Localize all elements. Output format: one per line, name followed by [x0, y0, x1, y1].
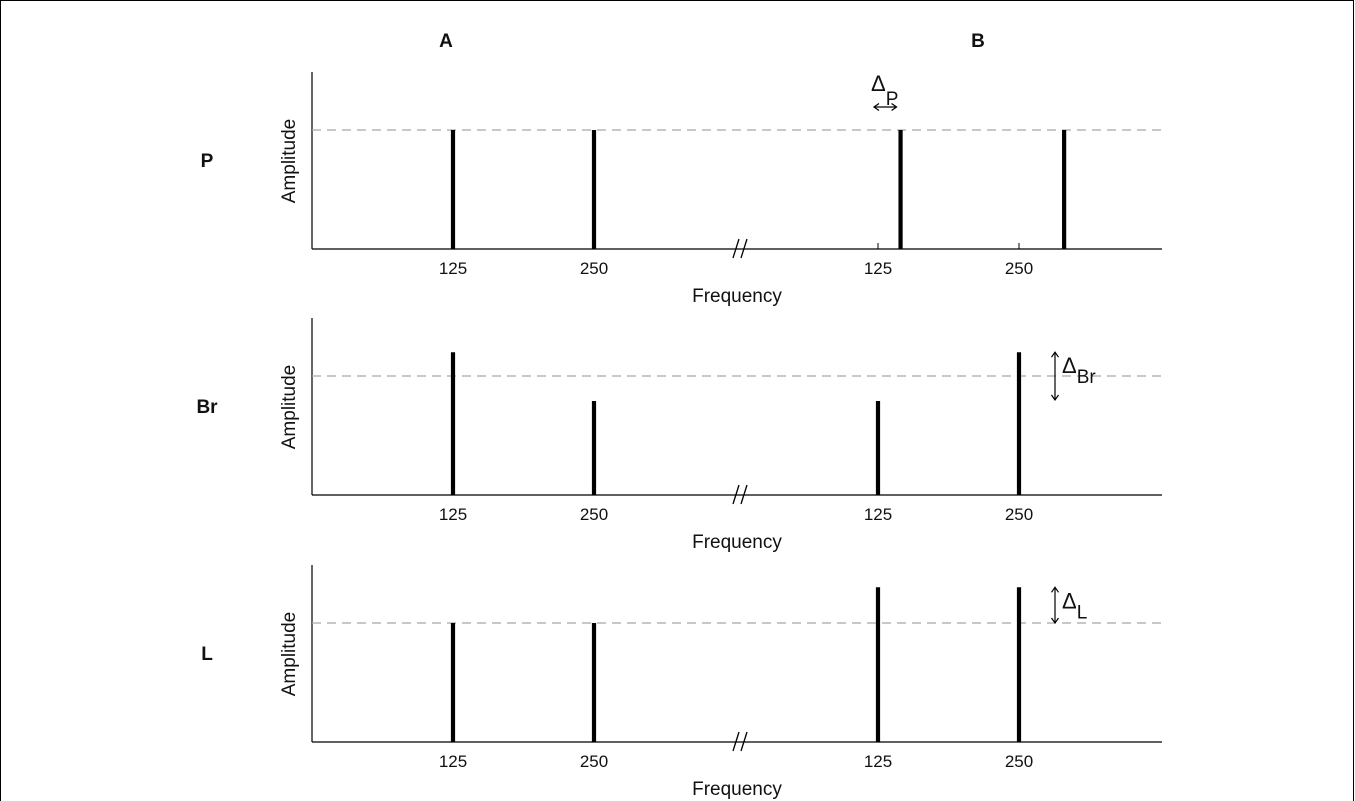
column-label-a: A: [439, 31, 453, 52]
y-axis-label: Amplitude: [279, 612, 300, 697]
panel-br: Br Amplitude 125 250 125 250 Frequency ΔBr: [196, 318, 1162, 553]
y-axis-label: Amplitude: [279, 119, 300, 204]
x-tick-label: 125: [439, 505, 467, 524]
x-tick-label: 125: [439, 259, 467, 278]
delta-annotation: ΔL: [1051, 586, 1087, 625]
delta-label: ΔL: [1062, 588, 1087, 623]
delta-label: ΔP: [871, 71, 898, 110]
x-tick-label: 125: [864, 505, 892, 524]
row-label: P: [201, 151, 214, 172]
x-tick-label: 250: [1005, 752, 1033, 771]
x-axis-label: Frequency: [692, 286, 782, 307]
x-tick-label: 250: [580, 259, 608, 278]
column-label-b: B: [971, 31, 985, 52]
x-tick-label: 125: [864, 259, 892, 278]
y-axis-label: Amplitude: [279, 365, 300, 450]
x-axis-label: Frequency: [692, 532, 782, 553]
row-label: L: [201, 644, 213, 665]
delta-annotation: ΔP: [871, 71, 898, 111]
delta-label: ΔBr: [1062, 353, 1096, 388]
panel-l: L Amplitude 125 250 125 250 Frequency ΔL: [201, 565, 1162, 800]
panels: P Amplitude 125 250 125 250 Frequency ΔP Br Ampli…: [196, 71, 1162, 800]
x-axis-label: Frequency: [692, 779, 782, 800]
x-tick-label: 250: [580, 752, 608, 771]
delta-annotation: ΔBr: [1051, 351, 1096, 402]
row-label: Br: [196, 397, 218, 418]
axis-break-mark: [732, 238, 748, 259]
x-tick-label: 125: [439, 752, 467, 771]
x-tick-label: 250: [1005, 505, 1033, 524]
x-tick-label: 250: [580, 505, 608, 524]
x-tick-label: 250: [1005, 259, 1033, 278]
x-tick-label: 125: [864, 752, 892, 771]
axis-break-mark: [732, 731, 748, 752]
axis-break-mark: [732, 484, 748, 505]
panel-p: P Amplitude 125 250 125 250 Frequency ΔP: [201, 71, 1162, 307]
